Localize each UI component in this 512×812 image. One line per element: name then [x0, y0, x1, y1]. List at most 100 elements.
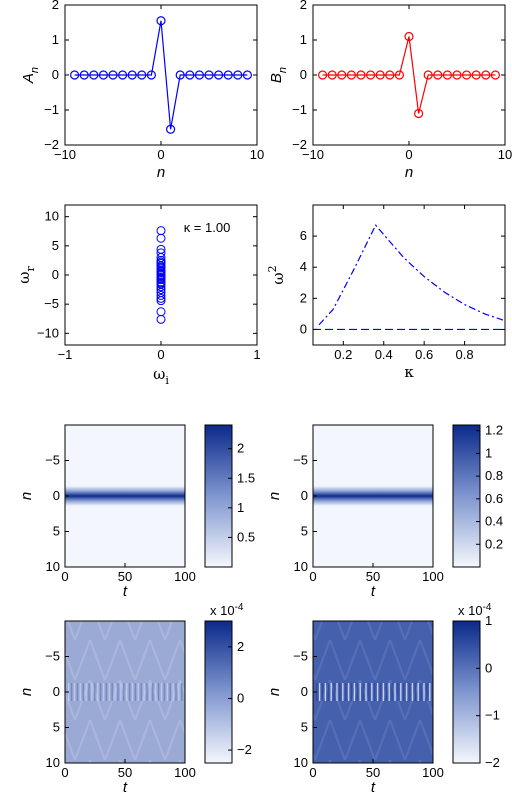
A-point-5 [117, 70, 128, 80]
heat2-xtick-2: 100 [422, 569, 444, 584]
A-point-10 [166, 124, 176, 134]
heat3-cbtick-2: 2 [237, 639, 244, 654]
B-point-18 [490, 70, 500, 80]
B-point-1 [327, 70, 337, 80]
heat3-stripe-9 [94, 683, 96, 701]
heat2-xlabel: t [371, 583, 376, 600]
heat3-ytick-1: 0 [53, 684, 60, 699]
heat4-stripe-16 [362, 683, 364, 701]
B-point-11 [423, 70, 433, 80]
B-xtick-2: 10 [498, 147, 512, 162]
heat4-stripe-13 [353, 683, 356, 701]
heat4-stripe-18 [368, 683, 370, 701]
heat2-band [313, 486, 433, 506]
heat4-cbtick-3: 1 [485, 613, 492, 628]
heat3-stripe-17 [117, 683, 119, 701]
heat3-ytick-2: 5 [53, 720, 60, 735]
heat3-stripe-6 [85, 683, 87, 701]
heat3-stripe-5 [82, 683, 84, 701]
heat4-stripe-1 [318, 683, 321, 701]
heat3-stripe-28 [149, 683, 151, 701]
heat3-stripe-1 [70, 683, 73, 701]
heat4-stripe-14 [356, 683, 358, 701]
heat4-xtick-2: 100 [422, 765, 444, 780]
heat4-ytick-3: 10 [294, 755, 308, 770]
heat4-stripe-7 [336, 683, 338, 701]
spectrum-xtick-2: 1 [253, 347, 260, 362]
chart-heat1: 0 50 100 −5 0 5 10 t n 0.5 1 1.5 2 [18, 424, 255, 600]
spectrum-ytick-0: −10 [37, 325, 59, 340]
spectrum-point-1 [156, 233, 166, 243]
heat4-stripe-39 [429, 683, 431, 701]
B-point-10 [414, 108, 424, 119]
B-xlabel: n [405, 164, 413, 181]
spectrum-point-21 [156, 293, 166, 303]
heat2-cbtick-4: 1 [485, 445, 492, 460]
heat4-stripe-9 [342, 683, 344, 701]
heat4-stripe-24 [385, 683, 387, 701]
heat3-stripe-34 [166, 683, 168, 701]
heat4-stripe-33 [411, 683, 414, 701]
heat4-xtick-1: 50 [366, 765, 380, 780]
heat3-xtick-0: 0 [61, 765, 68, 780]
heat3-ylabel: n [18, 688, 35, 696]
B-point-6 [375, 70, 385, 80]
A-point-4 [108, 70, 118, 80]
omega2-xlabel: κ [404, 363, 414, 381]
heat4-stripe-25 [388, 683, 390, 701]
heat4-stripe-22 [379, 683, 382, 701]
heat4-stripe-27 [394, 683, 396, 701]
heat4-stripe-21 [376, 683, 379, 701]
heat3-xtick-2: 100 [174, 765, 196, 780]
A-series-line [74, 20, 248, 130]
heat3-ytick-3: 10 [46, 755, 60, 770]
spectrum-point-25 [156, 267, 166, 276]
heat4-stripe-28 [397, 683, 399, 701]
heat2-ytick-2: 5 [301, 524, 308, 539]
heat3-stripe-33 [163, 683, 166, 701]
omega2-frame [312, 204, 506, 346]
B-series-line [322, 36, 496, 114]
heat2-xtick-0: 0 [309, 569, 316, 584]
heat3-stripe-23 [134, 683, 137, 701]
B-ytick-3: 1 [300, 32, 307, 47]
heat1-ylabel: n [18, 492, 35, 500]
heat4-stripe-26 [391, 683, 393, 701]
A-point-13 [194, 70, 204, 80]
spectrum-point-18 [156, 285, 166, 295]
A-xtick-1: 0 [157, 147, 164, 162]
heat1-xlabel: t [123, 583, 128, 600]
heat1-xtick-1: 50 [118, 569, 132, 584]
heat4-ylabel: n [266, 688, 283, 696]
B-point-15 [462, 70, 472, 80]
B-xtick-0: −10 [302, 147, 324, 162]
B-point-13 [442, 70, 452, 80]
A-point-16 [223, 70, 233, 80]
A-point-12 [185, 70, 195, 80]
heat3-stripe-32 [160, 683, 163, 701]
heat3-stripe-4 [79, 683, 81, 701]
heat3-stripe-24 [137, 683, 139, 701]
heat3-stripe-10 [97, 683, 99, 701]
heat1-ytick-3: 10 [46, 559, 60, 574]
heat1-cbtick-2: 1.5 [237, 470, 255, 485]
spectrum-ylabel: ωr [15, 266, 37, 284]
heat4-colorbar-exponent: x 10-4 [458, 602, 492, 618]
B-point-2 [337, 70, 347, 80]
heat3-xtick-1: 50 [118, 765, 132, 780]
A-ylabel: An [20, 67, 41, 84]
omega2-xtick-2: 0.6 [415, 347, 433, 362]
spectrum-ytick-4: 10 [45, 209, 59, 224]
spectrum-xtick-1: 0 [157, 347, 164, 362]
chart-heat3: 0 50 100 −5 0 5 10 t n −2 0 2 x 10-4 [18, 602, 252, 796]
spectrum-annotation: κ = 1.00 [184, 220, 231, 235]
B-point-12 [433, 70, 443, 80]
heat4-stripe-30 [403, 683, 405, 701]
heat2-ylabel: n [266, 492, 283, 500]
heat4-stripe-19 [371, 683, 373, 701]
spectrum-point-28 [156, 278, 166, 288]
heat4-stripe-37 [423, 683, 425, 701]
heat3-stripe-3 [76, 683, 79, 701]
A-point-9 [156, 16, 166, 26]
